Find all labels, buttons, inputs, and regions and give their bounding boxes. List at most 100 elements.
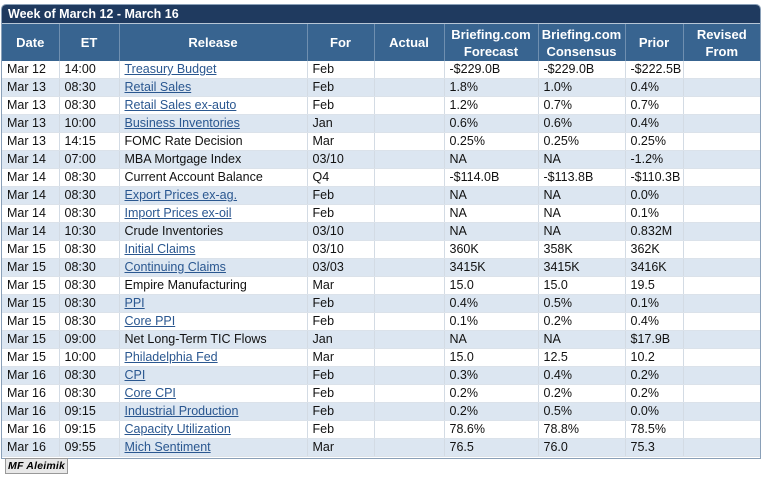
cell-release: PPI <box>119 294 308 313</box>
cell-revised <box>683 366 760 385</box>
release-name: Crude Inventories <box>124 224 224 238</box>
cell-forecast: 0.25% <box>444 132 539 151</box>
cell-for: Feb <box>307 312 375 331</box>
cell-prior: 0.1% <box>625 294 684 313</box>
cell-prior: 0.832M <box>625 222 684 241</box>
cell-et: 08:30 <box>59 96 120 115</box>
cell-consensus: 0.5% <box>538 402 626 421</box>
cell-date: Mar 14 <box>2 168 60 187</box>
cell-consensus: -$113.8B <box>538 168 626 187</box>
cell-et: 08:30 <box>59 186 120 205</box>
release-link[interactable]: Mich Sentiment <box>124 440 211 454</box>
cell-date: Mar 16 <box>2 384 60 403</box>
cell-release: Initial Claims <box>119 240 308 259</box>
release-link[interactable]: Industrial Production <box>124 404 239 418</box>
column-header-consensus: Briefing.com Consensus <box>538 24 626 61</box>
table-row: Mar 12 14:00 Treasury Budget Feb -$229.0B -$2… <box>2 61 760 79</box>
cell-forecast: 1.2% <box>444 96 539 115</box>
economic-calendar-table: Date ET Release For Actual Briefing.com F… <box>2 24 760 457</box>
cell-release: Retail Sales <box>119 78 308 97</box>
cell-et: 14:15 <box>59 132 120 151</box>
table-row: Mar 16 08:30 CPI Feb 0.3% 0.4% 0.2% <box>2 366 760 385</box>
column-header-date: Date <box>2 24 60 61</box>
cell-for: Feb <box>307 186 375 205</box>
cell-consensus: NA <box>538 186 626 205</box>
cell-revised <box>683 312 760 331</box>
release-link[interactable]: Retail Sales <box>124 80 192 94</box>
economic-calendar-panel: Week of March 12 - March 16 Date ET Rele… <box>1 4 761 459</box>
cell-forecast: NA <box>444 204 539 223</box>
cell-actual <box>374 96 445 115</box>
cell-et: 09:15 <box>59 420 120 439</box>
cell-revised <box>683 348 760 367</box>
table-row: Mar 15 08:30 PPI Feb 0.4% 0.5% 0.1% <box>2 294 760 313</box>
cell-actual <box>374 312 445 331</box>
release-link[interactable]: Treasury Budget <box>124 62 217 76</box>
release-link[interactable]: PPI <box>124 296 145 310</box>
cell-for: Jan <box>307 330 375 349</box>
cell-forecast: NA <box>444 222 539 241</box>
release-link[interactable]: Initial Claims <box>124 242 196 256</box>
cell-consensus: 78.8% <box>538 420 626 439</box>
cell-revised <box>683 402 760 421</box>
cell-revised <box>683 150 760 169</box>
cell-et: 08:30 <box>59 78 120 97</box>
table-row: Mar 13 14:15 FOMC Rate Decision Mar 0.25% 0.2… <box>2 132 760 151</box>
cell-release: Core CPI <box>119 384 308 403</box>
cell-prior: 78.5% <box>625 420 684 439</box>
cell-for: Feb <box>307 294 375 313</box>
cell-for: Mar <box>307 132 375 151</box>
cell-date: Mar 15 <box>2 240 60 259</box>
cell-for: Jan <box>307 114 375 133</box>
cell-forecast: 0.2% <box>444 402 539 421</box>
cell-consensus: NA <box>538 150 626 169</box>
cell-revised <box>683 384 760 403</box>
cell-date: Mar 14 <box>2 150 60 169</box>
cell-et: 10:30 <box>59 222 120 241</box>
cell-release: Business Inventories <box>119 114 308 133</box>
release-link[interactable]: Retail Sales ex-auto <box>124 98 237 112</box>
table-row: Mar 15 10:00 Philadelphia Fed Mar 15.0 12.5 10… <box>2 348 760 367</box>
release-link[interactable]: Capacity Utilization <box>124 422 231 436</box>
cell-revised <box>683 78 760 97</box>
cell-actual <box>374 114 445 133</box>
cell-date: Mar 13 <box>2 132 60 151</box>
cell-forecast: 0.4% <box>444 294 539 313</box>
cell-revised <box>683 294 760 313</box>
cell-actual <box>374 132 445 151</box>
cell-actual <box>374 168 445 187</box>
cell-actual <box>374 78 445 97</box>
cell-actual <box>374 222 445 241</box>
release-link[interactable]: Business Inventories <box>124 116 240 130</box>
cell-date: Mar 16 <box>2 366 60 385</box>
watermark: MF Aleimik <box>5 458 69 474</box>
cell-forecast: NA <box>444 330 539 349</box>
release-link[interactable]: Export Prices ex-ag. <box>124 188 238 202</box>
cell-et: 09:55 <box>59 438 120 457</box>
cell-release: Empire Manufacturing <box>119 276 308 295</box>
release-link[interactable]: Philadelphia Fed <box>124 350 218 364</box>
table-row: Mar 14 10:30 Crude Inventories 03/10 NA NA 0.8… <box>2 222 760 241</box>
column-header-release: Release <box>119 24 308 61</box>
table-row: Mar 16 09:15 Capacity Utilization Feb 78.6% 7… <box>2 420 760 439</box>
cell-date: Mar 16 <box>2 420 60 439</box>
cell-prior: 362K <box>625 240 684 259</box>
cell-et: 08:30 <box>59 312 120 331</box>
release-link[interactable]: Continuing Claims <box>124 260 226 274</box>
release-link[interactable]: Core CPI <box>124 386 176 400</box>
cell-et: 08:30 <box>59 204 120 223</box>
cell-forecast: 3415K <box>444 258 539 277</box>
release-link[interactable]: Import Prices ex-oil <box>124 206 232 220</box>
cell-release: Mich Sentiment <box>119 438 308 457</box>
cell-date: Mar 15 <box>2 348 60 367</box>
cell-for: 03/03 <box>307 258 375 277</box>
cell-revised <box>683 420 760 439</box>
cell-revised <box>683 96 760 115</box>
cell-et: 08:30 <box>59 168 120 187</box>
cell-revised <box>683 132 760 151</box>
release-link[interactable]: CPI <box>124 368 146 382</box>
cell-actual <box>374 150 445 169</box>
release-link[interactable]: Core PPI <box>124 314 176 328</box>
cell-forecast: -$114.0B <box>444 168 539 187</box>
cell-prior: 0.0% <box>625 186 684 205</box>
